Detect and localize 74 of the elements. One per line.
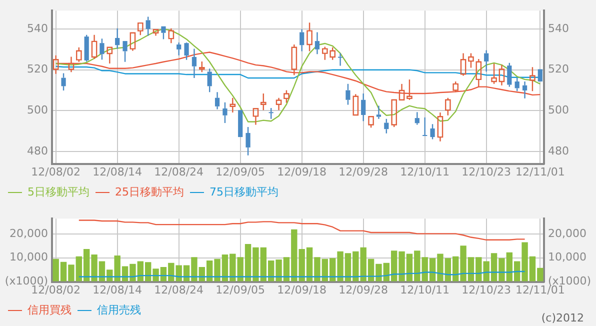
x-tick-label: 12/09/28 xyxy=(338,283,388,296)
x-tick-label: 12/08/14 xyxy=(92,283,142,296)
legend-label: 信用買残 xyxy=(28,303,72,316)
x-tick-label: 12/09/05 xyxy=(216,283,266,296)
candlestick xyxy=(498,64,505,86)
x-tick-label: 12/08/14 xyxy=(92,165,142,178)
candlestick xyxy=(522,80,528,100)
y2-tick-label: 540 xyxy=(548,22,569,35)
candlestick xyxy=(306,22,312,52)
candlestick xyxy=(260,92,266,111)
candlestick xyxy=(484,50,489,72)
candlestick xyxy=(414,112,420,126)
y2-tick-label: 10,000 xyxy=(548,250,586,264)
y2-tick-label: 500 xyxy=(548,104,569,117)
x-tick-label: 12/09/05 xyxy=(216,165,266,178)
x-tick-label: 12/11/01 xyxy=(515,165,565,178)
x-tick-label: 12/09/28 xyxy=(338,165,388,178)
x-tick-label: 12/09/18 xyxy=(277,283,327,296)
candlestick xyxy=(530,66,536,92)
candlestick xyxy=(437,112,444,142)
candlestick xyxy=(268,107,274,120)
candlestick xyxy=(276,97,282,111)
candlestick xyxy=(199,60,205,73)
candlestick xyxy=(252,108,259,126)
x-tick-label: 12/08/02 xyxy=(31,165,81,178)
y2-tick-label: 480 xyxy=(548,144,569,158)
candlestick xyxy=(460,52,466,76)
y-tick-label: 480 xyxy=(27,144,48,158)
y2-tick-label: 20,000 xyxy=(548,226,586,240)
y-tick-label: 20,000 xyxy=(10,226,48,240)
x-tick-label: 12/08/24 xyxy=(154,165,204,178)
candlestick xyxy=(300,28,304,52)
legend-label: 75日移動平均 xyxy=(209,185,278,198)
candlestick xyxy=(476,58,482,88)
candlestick xyxy=(361,92,366,122)
legend-label: 25日移動平均 xyxy=(115,185,184,198)
y-tick-label: 10,000 xyxy=(10,250,48,264)
y2-tick-label: 520 xyxy=(548,62,569,76)
candlestick xyxy=(192,48,197,79)
candlestick xyxy=(314,32,320,55)
x-tick-label: 12/09/18 xyxy=(277,165,327,178)
candlestick xyxy=(468,52,474,68)
candlestick xyxy=(491,62,497,85)
x-tick-label: 12/10/11 xyxy=(400,283,450,296)
x-tick-label: 12/10/23 xyxy=(462,165,512,178)
candlestick xyxy=(346,83,350,106)
candlestick xyxy=(430,124,435,140)
y-tick-label: 540 xyxy=(27,22,48,35)
candlestick xyxy=(230,97,236,114)
candlestick xyxy=(115,28,120,50)
candlestick xyxy=(338,52,343,66)
candlestick xyxy=(146,16,150,36)
candlestick xyxy=(214,92,220,110)
legend-label: 信用売残 xyxy=(97,303,141,316)
candlestick xyxy=(130,32,136,52)
candlestick xyxy=(168,28,174,44)
x-tick-label: 12/10/11 xyxy=(400,165,450,178)
legend-label: 5日移動平均 xyxy=(28,185,90,198)
candlestick xyxy=(68,56,74,73)
candlestick xyxy=(246,126,250,156)
x-tick-label: 12/10/23 xyxy=(462,283,512,296)
candlestick xyxy=(91,34,98,60)
candlestick xyxy=(100,38,104,60)
candlestick xyxy=(422,116,428,136)
candlestick xyxy=(122,41,128,62)
candlestick xyxy=(222,102,228,124)
x-tick-label: 12/08/24 xyxy=(154,283,204,296)
candlestick xyxy=(176,42,182,56)
candlestick xyxy=(352,94,359,116)
text: (c)2012 xyxy=(541,311,584,324)
candlestick xyxy=(376,105,382,120)
candlestick xyxy=(106,46,113,64)
y-tick-label: 500 xyxy=(27,104,48,117)
y-tick-label: 520 xyxy=(27,62,48,76)
